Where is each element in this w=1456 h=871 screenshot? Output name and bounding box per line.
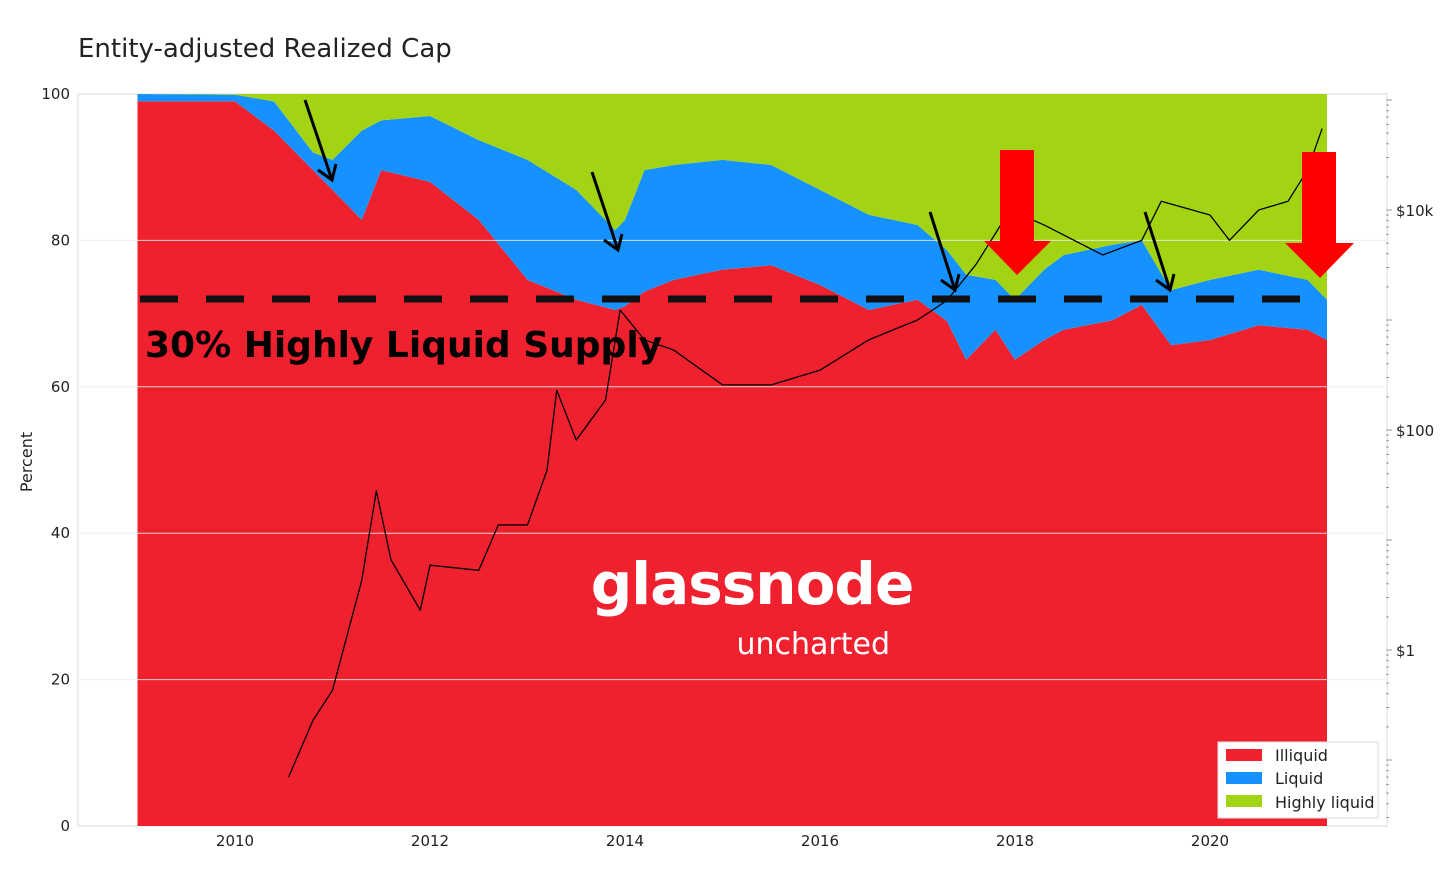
watermark-line2: uncharted xyxy=(736,627,890,662)
red-down-arrow-icon xyxy=(984,150,1051,275)
watermark-logo: glassnode uncharted xyxy=(591,550,915,662)
price-line xyxy=(288,128,1323,778)
y-tick-label: 40 xyxy=(51,524,70,542)
red-arrows xyxy=(984,150,1354,278)
y-axis-label: Percent xyxy=(17,432,36,492)
x-tick-label: 2016 xyxy=(801,832,839,850)
legend-label: Highly liquid xyxy=(1275,793,1375,812)
area-liquid xyxy=(137,94,1327,360)
price-tick-label: $1 xyxy=(1396,642,1415,660)
price-series-line xyxy=(288,128,1323,778)
black-arrow-icon xyxy=(303,99,338,183)
black-arrow-icon xyxy=(590,171,624,253)
y-tick-label: 80 xyxy=(51,231,70,249)
threshold-label: 30% Highly Liquid Supply xyxy=(145,325,662,366)
gridlines xyxy=(78,239,1387,681)
legend-label: Illiquid xyxy=(1275,746,1328,765)
legend: Illiquid Liquid Highly liquid xyxy=(1217,741,1379,819)
price-tick-label: $10k xyxy=(1396,202,1434,220)
x-tick-label: 2014 xyxy=(606,832,644,850)
black-arrow-icon xyxy=(1143,211,1176,293)
price-axis-ticks: $1 $100 $10k xyxy=(1386,99,1434,819)
legend-swatch-liquid xyxy=(1226,772,1262,784)
price-tick-label: $100 xyxy=(1396,422,1434,440)
y-tick-label: 60 xyxy=(51,378,70,396)
area-illiquid xyxy=(137,101,1327,826)
y-tick-label: 0 xyxy=(60,817,70,835)
x-tick-label: 2012 xyxy=(411,832,449,850)
x-tick-label: 2020 xyxy=(1191,832,1229,850)
x-tick-label: 2010 xyxy=(216,832,254,850)
x-axis-ticks: 2010 2012 2014 2016 2018 2020 xyxy=(216,832,1229,850)
y-tick-label: 100 xyxy=(41,85,70,103)
legend-swatch-illiquid xyxy=(1226,749,1262,761)
x-tick-label: 2018 xyxy=(996,832,1034,850)
y-axis-ticks: 0 20 40 60 80 100 xyxy=(41,85,70,835)
black-arrow-icon xyxy=(928,211,961,293)
y-tick-label: 20 xyxy=(51,671,70,689)
watermark-line1: glassnode xyxy=(591,550,914,618)
chart-title: Entity-adjusted Realized Cap xyxy=(78,34,452,64)
legend-label: Liquid xyxy=(1275,769,1323,788)
legend-swatch-highly-liquid xyxy=(1226,795,1262,807)
red-down-arrow-icon xyxy=(1285,152,1354,278)
black-arrows xyxy=(303,99,1176,293)
